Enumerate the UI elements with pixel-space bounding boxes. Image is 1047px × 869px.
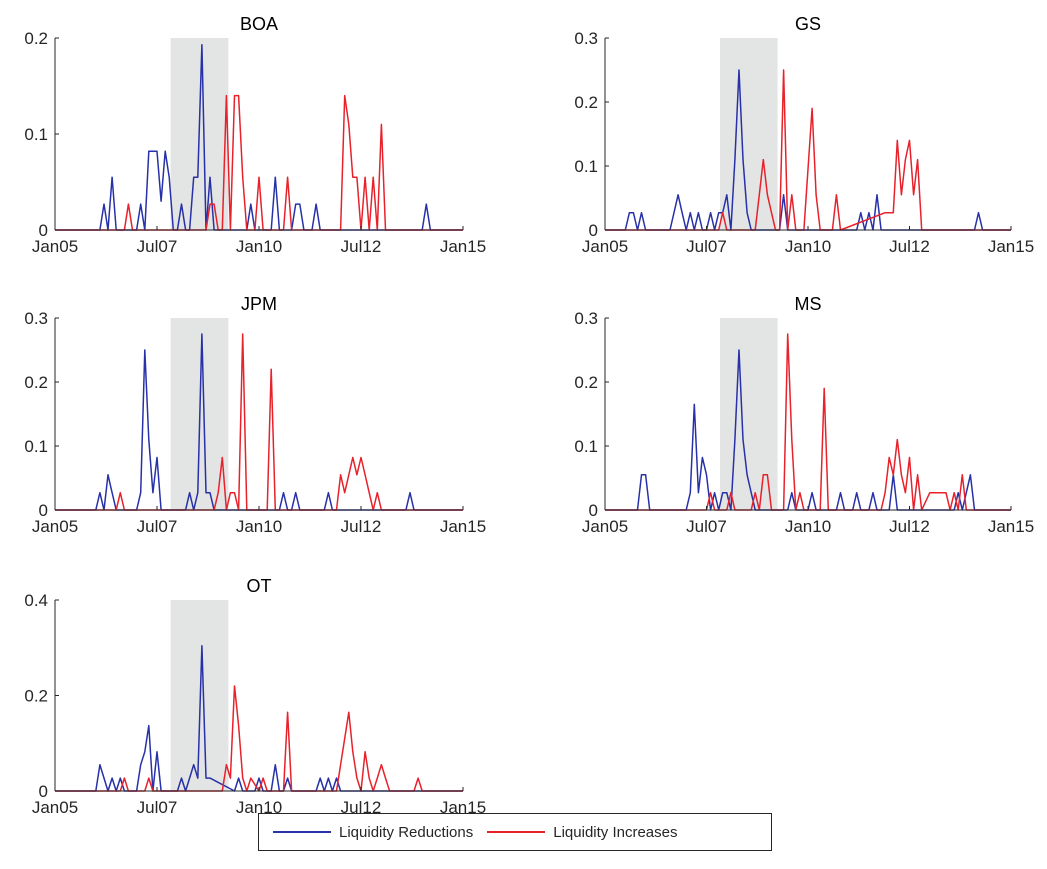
panel-title: GS [795, 14, 821, 34]
series-line-reductions [55, 43, 463, 231]
x-tick-label: Jan15 [988, 517, 1034, 536]
x-tick-label: Jan05 [582, 237, 628, 256]
y-tick-label: 0.2 [24, 373, 48, 392]
y-tick-label: 0.1 [574, 157, 598, 176]
series-line-reductions [605, 69, 1011, 231]
series-line-increases [605, 333, 1011, 511]
x-tick-label: Jul12 [889, 237, 930, 256]
y-tick-label: 0 [589, 501, 598, 520]
x-tick-label: Jan05 [32, 517, 78, 536]
legend-swatch-reductions [273, 831, 331, 833]
series-line-increases [55, 94, 463, 231]
x-tick-label: Jan05 [32, 798, 78, 817]
panel-title: OT [247, 576, 272, 596]
x-tick-label: Jan05 [32, 237, 78, 256]
x-tick-label: Jul12 [341, 517, 382, 536]
legend-item-reductions: Liquidity Reductions [259, 824, 473, 841]
x-tick-label: Jul07 [137, 237, 178, 256]
y-tick-label: 0 [39, 501, 48, 520]
y-tick-label: 0.1 [24, 125, 48, 144]
x-tick-label: Jan10 [236, 798, 282, 817]
x-tick-label: Jul07 [686, 517, 727, 536]
y-tick-label: 0.2 [24, 29, 48, 48]
x-tick-label: Jan05 [582, 517, 628, 536]
panel-boa: 0 0.1 0.2 Jan05 Jul07 Jan10 Jul12 Jan15 BOA [24, 14, 486, 256]
y-tick-label: 0.3 [574, 309, 598, 328]
x-tick-label: Jul12 [341, 798, 382, 817]
panel-title: BOA [240, 14, 278, 34]
y-tick-label: 0.1 [574, 437, 598, 456]
panel-ms: 0 0.1 0.2 0.3 Jan05 Jul07 Jan10 Jul12 Jan15 MS [574, 294, 1034, 536]
x-tick-label: Jan15 [440, 798, 486, 817]
panel-title: MS [795, 294, 822, 314]
x-tick-label: Jan10 [236, 517, 282, 536]
series-line-increases [55, 685, 463, 792]
legend-label-increases: Liquidity Increases [553, 823, 678, 841]
y-tick-label: 0.1 [24, 437, 48, 456]
y-tick-label: 0 [39, 221, 48, 240]
series-line-increases [605, 69, 1011, 231]
series-line-increases [55, 333, 463, 511]
panel-jpm: 0 0.1 0.2 0.3 Jan05 Jul07 Jan10 Jul12 Jan15 JPM [24, 294, 486, 536]
y-tick-label: 0 [39, 782, 48, 801]
y-tick-label: 0.2 [574, 93, 598, 112]
series-line-reductions [55, 645, 463, 792]
y-tick-label: 0.2 [574, 373, 598, 392]
x-tick-label: Jan15 [988, 237, 1034, 256]
panel-title: JPM [241, 294, 277, 314]
y-tick-label: 0 [589, 221, 598, 240]
legend-label-reductions: Liquidity Reductions [339, 823, 474, 841]
panel-gs: 0 0.1 0.2 0.3 Jan05 Jul07 Jan10 Jul12 Jan15 GS [574, 14, 1034, 256]
series-line-reductions [55, 333, 463, 511]
x-tick-label: Jan10 [236, 237, 282, 256]
series-line-reductions [605, 349, 1011, 511]
x-tick-label: Jul07 [686, 237, 727, 256]
x-tick-label: Jul12 [889, 517, 930, 536]
legend-swatch-increases [487, 831, 546, 833]
y-tick-label: 0.2 [24, 687, 48, 706]
legend-item-increases: Liquidity Increases [473, 824, 677, 841]
y-tick-label: 0.3 [24, 309, 48, 328]
shaded-region [170, 600, 229, 791]
x-tick-label: Jul07 [137, 517, 178, 536]
x-tick-label: Jan15 [440, 517, 486, 536]
x-tick-label: Jan10 [785, 237, 831, 256]
legend: Liquidity Reductions Liquidity Increases [258, 813, 772, 851]
panel-ot: 0 0.2 0.4 Jan05 Jul07 Jan10 Jul12 Jan15 OT [24, 576, 486, 817]
x-tick-label: Jul12 [341, 237, 382, 256]
x-tick-label: Jul07 [137, 798, 178, 817]
x-tick-label: Jan10 [785, 517, 831, 536]
y-tick-label: 0.3 [574, 29, 598, 48]
y-tick-label: 0.4 [24, 591, 48, 610]
x-tick-label: Jan15 [440, 237, 486, 256]
